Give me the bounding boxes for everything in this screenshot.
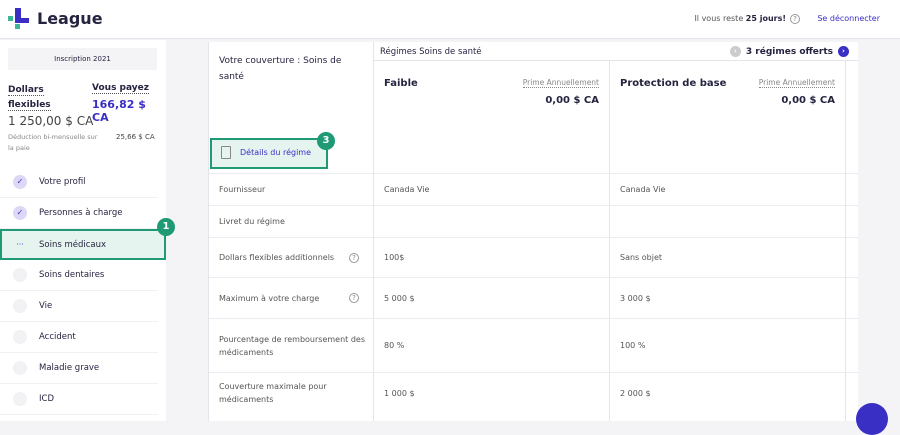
enrollment-label: Inscription 2021 xyxy=(8,48,157,70)
row-value: 1 000 $ xyxy=(384,388,415,398)
days-remaining: Il vous reste 25 jours!? xyxy=(694,14,800,24)
plan-details-button[interactable]: Détails du régime xyxy=(210,138,328,169)
nav-item-life[interactable]: Vie xyxy=(0,291,158,322)
step-nav: ✓ Votre profil ✓ Personnes à charge ··· Soi… xyxy=(0,167,166,415)
you-pay-value: 166,82 $ CA xyxy=(92,98,146,124)
row-value: Canada Vie xyxy=(384,185,430,194)
row-value: Canada Vie xyxy=(620,185,666,194)
table-row: Maximum à votre charge? 5 000 $ 3 000 $ xyxy=(209,277,858,318)
table-row: Couverture maximale pour médicaments 1 00… xyxy=(209,372,858,413)
help-icon[interactable]: ? xyxy=(790,14,800,24)
plan-column-base: Protection de base Prime Annuellement 0,… xyxy=(610,61,846,421)
nav-item-ltd[interactable]: ICD xyxy=(0,384,158,415)
chat-button[interactable] xyxy=(856,403,888,435)
row-value: 100 % xyxy=(620,341,646,350)
next-arrow-icon[interactable]: › xyxy=(838,46,849,57)
plans-bar: Régimes Soins de santé ‹ 3 régimes offert… xyxy=(374,42,858,61)
nav-item-critical-illness[interactable]: Maladie grave xyxy=(0,353,158,384)
plans-pager: ‹ 3 régimes offerts › xyxy=(729,46,849,57)
brand-name: League xyxy=(37,9,103,28)
help-icon[interactable]: ? xyxy=(349,252,359,263)
row-value: 2 000 $ xyxy=(620,388,651,398)
row-value: 5 000 $ xyxy=(384,293,415,303)
step-dot-icon xyxy=(13,392,27,406)
nav-item-dental[interactable]: Soins dentaires xyxy=(0,260,158,291)
step-dot-icon xyxy=(13,361,27,375)
plans-title: Régimes Soins de santé xyxy=(380,47,482,57)
you-pay-label[interactable]: Vous payez xyxy=(92,83,150,94)
row-label: Pourcentage de remboursement des médicam… xyxy=(219,334,366,357)
table-row: Fournisseur Canada Vie Canada Vie xyxy=(209,173,858,205)
nav-item-medical[interactable]: ··· Soins médicaux xyxy=(0,229,166,260)
table-row: Livret du régime xyxy=(209,205,858,237)
nav-item-dependents[interactable]: ✓ Personnes à charge xyxy=(0,198,158,229)
ellipsis-icon: ··· xyxy=(16,239,24,249)
logout-link[interactable]: Se déconnecter xyxy=(817,14,880,23)
step-dot-icon xyxy=(13,299,27,313)
row-label: Maximum à votre charge? xyxy=(219,278,369,318)
row-label: Livret du régime xyxy=(219,217,285,226)
prev-arrow-icon[interactable]: ‹ xyxy=(729,46,741,57)
step-dot-icon xyxy=(13,268,27,282)
deduction-label: Déduction bi-mensuelle sur la paie xyxy=(8,133,98,152)
flex-dollars-value: 1 250,00 $ CA xyxy=(8,114,94,128)
label-column: Votre couverture : Soins de santé Détail… xyxy=(209,42,374,421)
check-icon: ✓ xyxy=(13,175,27,189)
row-label: Fournisseur xyxy=(219,185,266,194)
row-label: Couverture maximale pour médicaments xyxy=(219,382,327,404)
nav-item-accident[interactable]: Accident xyxy=(0,322,158,353)
nav-item-profile[interactable]: ✓ Votre profil xyxy=(0,167,158,198)
row-value: 3 000 $ xyxy=(620,293,651,303)
row-value: 80 % xyxy=(384,341,405,350)
sidebar: Inscription 2021 Dollars flexibles 1 250,… xyxy=(0,40,166,421)
flex-dollars-label[interactable]: Dollars flexibles xyxy=(8,85,51,111)
help-icon[interactable]: ? xyxy=(349,293,359,303)
check-icon: ✓ xyxy=(13,206,27,220)
step-dot-icon xyxy=(13,330,27,344)
document-icon xyxy=(221,146,231,159)
table-row: Pourcentage de remboursement des médicam… xyxy=(209,318,858,372)
row-label: Dollars flexibles additionnels? xyxy=(219,238,369,277)
deduction-value: 25,66 $ CA xyxy=(116,133,155,141)
plan-comparison-table: Votre couverture : Soins de santé Détail… xyxy=(208,42,858,421)
row-value: 100$ xyxy=(384,253,405,262)
table-row: Dollars flexibles additionnels? 100$ Sans … xyxy=(209,237,858,277)
coverage-title: Votre couverture : Soins de santé xyxy=(219,56,342,82)
league-logo-icon xyxy=(8,8,29,29)
annotation-badge-3: 3 xyxy=(317,132,335,150)
plan-column-faible: Faible Prime Annuellement 0,00 $ CA xyxy=(374,61,610,421)
top-header: League Il vous reste 25 jours!? Se décon… xyxy=(0,0,900,39)
annotation-badge-1: 1 xyxy=(157,218,175,236)
row-value: Sans objet xyxy=(620,253,663,262)
